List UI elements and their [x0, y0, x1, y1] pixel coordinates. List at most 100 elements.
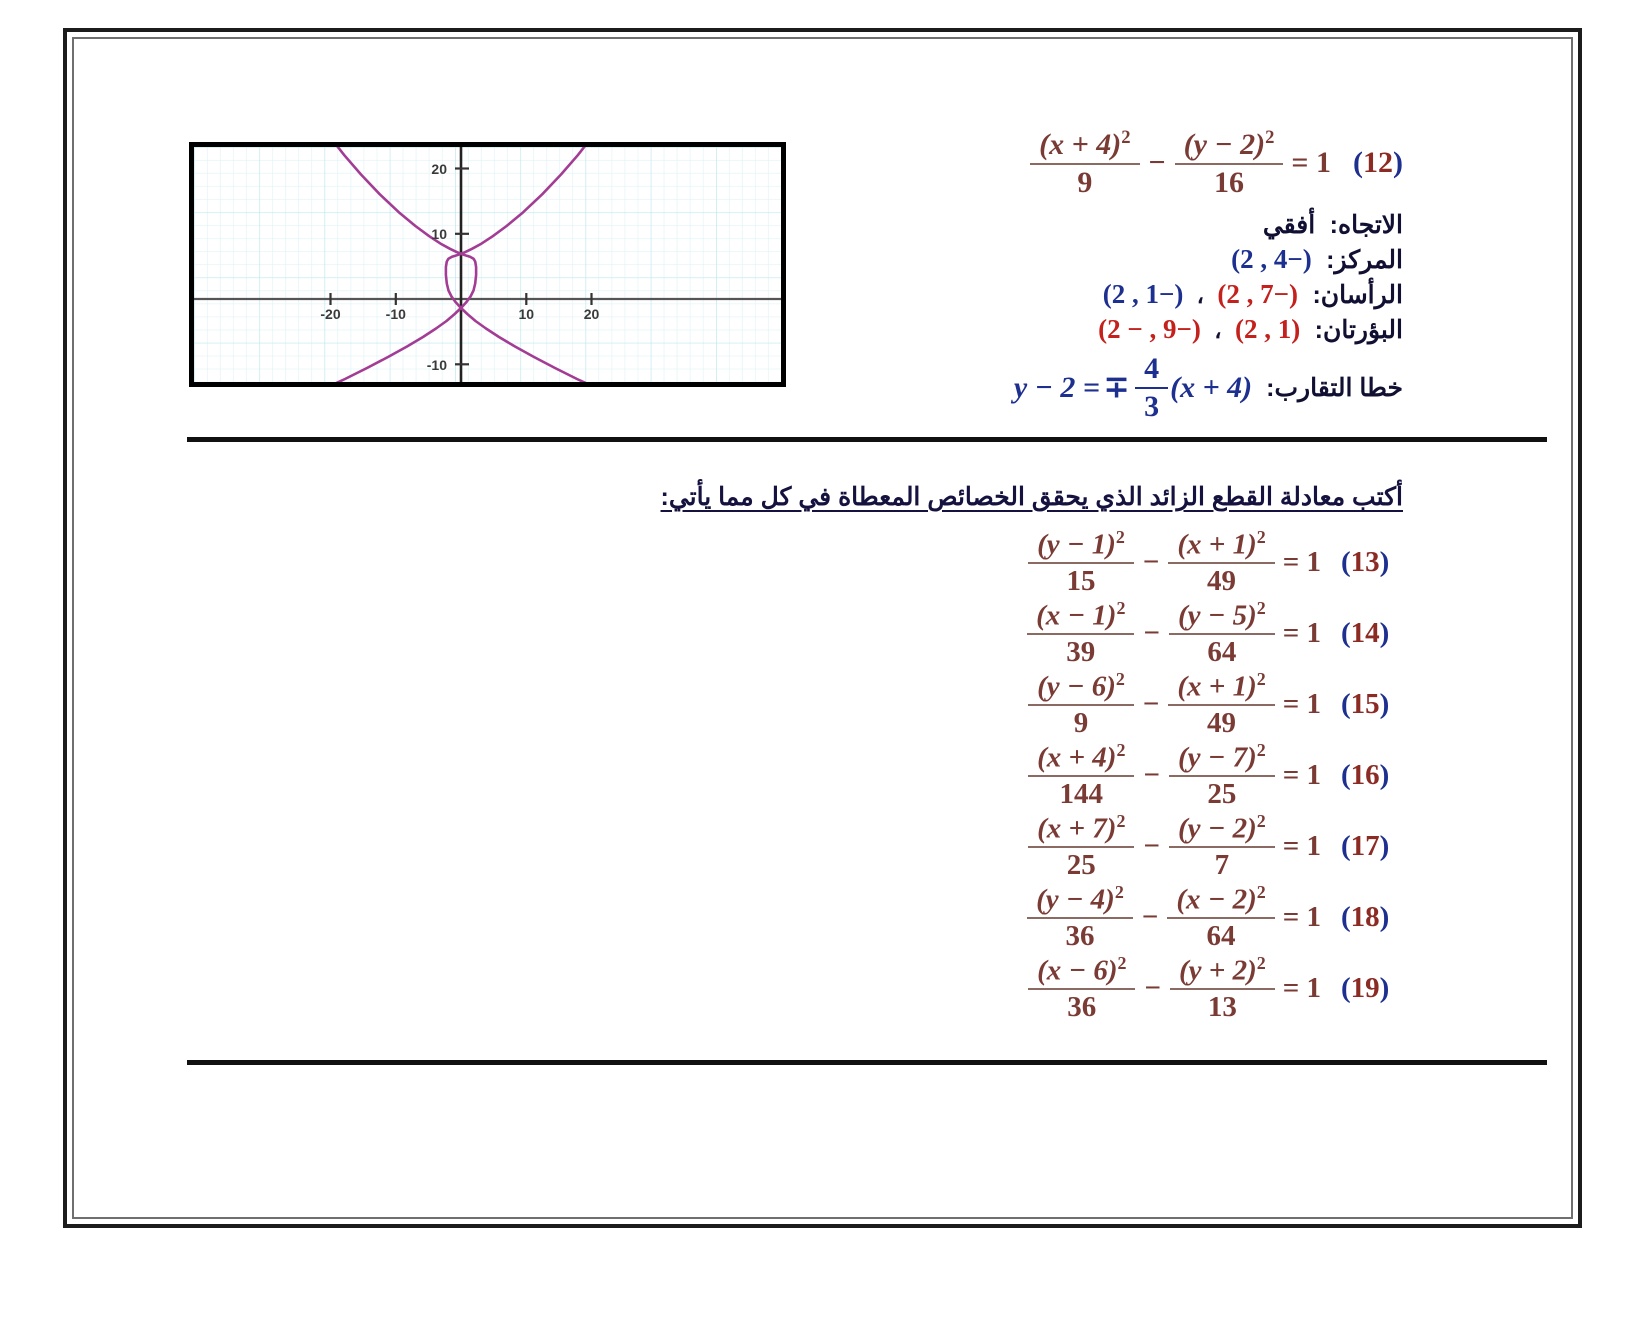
asymptotes-row: خطا التقارب: y − 2 = ∓ 4 3 (x + 4)	[763, 353, 1403, 422]
asymptote-equation: y − 2 = ∓ 4 3 (x + 4)	[1014, 353, 1266, 422]
exponent: 2	[1116, 811, 1126, 832]
equation-list: (y − 1)2 15− (x + 1)2 49 = 1 (13) (x − 1)2 39−(…	[843, 527, 1403, 1024]
graph-plot-area: -20 -10 10 20 20 10 -10	[194, 147, 781, 382]
fraction-2: (x − 2)2 64	[1167, 883, 1275, 953]
exponent: 2	[1256, 669, 1266, 690]
equation-row: (y − 1)2 15− (x + 1)2 49 = 1 (13)	[843, 527, 1403, 598]
fraction-1: (y − 4)2 36	[1027, 883, 1133, 952]
numerator-1: (x + 7)	[1037, 812, 1117, 845]
fraction-2: (x + 1)2 49	[1168, 527, 1275, 598]
y-tick-label: -10	[427, 357, 447, 373]
equation-13: (y − 1)2 15− (x + 1)2 49 = 1	[1026, 528, 1321, 597]
numerator-1: (y − 1)	[1037, 528, 1116, 561]
equals-one: = 1	[1291, 146, 1331, 179]
exponent: 2	[1116, 740, 1126, 761]
problem-12-answer-block: (x + 4)2 9 − (y − 2)2 16 = 1 (12) الاتجا…	[763, 128, 1403, 426]
denominator-2: 7	[1214, 849, 1230, 882]
numerator-1: (x + 4)	[1039, 128, 1122, 161]
denominator-2: 64	[1206, 920, 1236, 953]
exponent: 2	[1116, 598, 1126, 619]
numerator-2: (x − 2)	[1176, 883, 1257, 916]
minus-operator: −	[1143, 759, 1160, 791]
minus-operator: −	[1144, 972, 1162, 1004]
fraction-1: (x − 6)2 36	[1028, 953, 1136, 1023]
question-number-13: (13)	[1341, 546, 1390, 578]
equals-one: = 1	[1282, 546, 1321, 578]
denominator-2: 49	[1207, 565, 1237, 598]
equation-15: (y − 6)2 9− (x + 1)2 49 = 1	[1026, 670, 1321, 739]
equation-row: (x + 7)2 25− (y − 2)2 7 = 1 (17)	[843, 811, 1403, 882]
equals-one: = 1	[1282, 617, 1321, 649]
equation-12: (x + 4)2 9 − (y − 2)2 16 = 1	[1028, 128, 1331, 198]
instruction-text: أكتب معادلة القطع الزائد الذي يحقق الخصا…	[660, 483, 1403, 511]
x-tick-label: 10	[519, 306, 535, 322]
fraction-1: (x − 1)2 39	[1027, 598, 1135, 668]
graph-svg: -20 -10 10 20 20 10 -10	[194, 147, 781, 382]
equation-19: (x − 6)2 36− (y + 2)2 13 = 1	[1026, 954, 1321, 1023]
fraction-2: (y − 2)2 7	[1168, 812, 1275, 882]
minus-operator: −	[1142, 688, 1160, 720]
question-number-19: (19)	[1341, 972, 1390, 1004]
foci-row: البؤرتان: (1 , 2) ، (−9 , − 2)	[763, 314, 1403, 345]
equals-one: = 1	[1282, 688, 1321, 720]
fraction-1: (x + 4)2 144	[1028, 740, 1135, 810]
equation-row: (y − 6)2 9− (x + 1)2 49 = 1 (15)	[843, 669, 1403, 740]
fraction-2: (x + 1)2 49	[1168, 669, 1275, 739]
equals-one: = 1	[1282, 830, 1321, 862]
direction-row: الاتجاه: أفقي	[763, 210, 1403, 240]
exponent: 2	[1117, 953, 1127, 974]
equation-18: (y − 4)2 36− (x − 2)2 64 = 1	[1025, 883, 1321, 952]
asymptote-numerator: 4	[1135, 353, 1169, 389]
equation-14: (x − 1)2 39− (y − 5)2 64 = 1	[1025, 599, 1321, 668]
denominator-1: 15	[1066, 565, 1096, 598]
y-tick-label: 20	[431, 161, 447, 177]
page-frame: -20 -10 10 20 20 10 -10 (x + 4)2 9 − (y …	[63, 28, 1582, 1228]
fraction-2: (y − 7)2 25	[1168, 741, 1275, 810]
divider-top	[187, 437, 1547, 442]
center-value: (−4 , 2)	[1231, 244, 1312, 274]
hyperbola-left-branch	[335, 147, 478, 382]
equation-17: (x + 7)2 25− (y − 2)2 7 = 1	[1026, 812, 1321, 881]
minus-operator: −	[1143, 830, 1160, 862]
numerator-2: (y + 2)	[1179, 954, 1257, 987]
fraction-1: (x + 7)2 25	[1028, 811, 1135, 881]
minus-operator: −	[1143, 617, 1160, 649]
minus-operator: −	[1148, 146, 1166, 179]
exponent: 2	[1256, 527, 1266, 548]
minus-operator: −	[1142, 546, 1160, 578]
vertices-label: الرأسان:	[1312, 281, 1403, 309]
fraction-1: (y − 6)2 9	[1028, 670, 1134, 739]
numerator-2: (x + 1)	[1177, 670, 1257, 703]
numerator-1: (x − 6)	[1037, 954, 1118, 987]
question-number-14: (14)	[1341, 617, 1390, 649]
fraction-1: (x + 4)2 9	[1030, 128, 1140, 199]
exponent: 2	[1115, 527, 1125, 548]
asymptote-denominator: 3	[1144, 389, 1160, 423]
focus-b-value: (−9 , − 2)	[1098, 314, 1201, 344]
numerator-1: (y − 6)	[1037, 670, 1116, 703]
numerator-1: (x + 4)	[1037, 741, 1117, 774]
asymptote-lhs: y − 2 =	[1013, 370, 1100, 404]
question-number-16: (16)	[1341, 759, 1390, 791]
equation-row: (y − 4)2 36− (x − 2)2 64 = 1 (18)	[843, 882, 1403, 953]
denominator-2: 13	[1207, 991, 1237, 1024]
vertices-row: الرأسان: (−7 , 2) ، (−1 , 2)	[763, 279, 1403, 310]
numerator-1: (y − 4)	[1036, 883, 1115, 916]
y-tick-label: 10	[431, 226, 447, 242]
asymptote-plusminus: ∓	[1103, 371, 1130, 404]
direction-value: أفقي	[1262, 211, 1316, 239]
equals-one: = 1	[1282, 972, 1321, 1004]
numerator-2: (y − 2)	[1177, 812, 1257, 845]
fraction-2: (y + 2)2 13	[1170, 954, 1275, 1023]
focus-a-value: (1 , 2)	[1234, 314, 1301, 344]
exponent: 2	[1256, 598, 1266, 619]
x-tick-label: -20	[320, 306, 340, 322]
question-number-15: (15)	[1341, 688, 1390, 720]
vertex-a-value: (−7 , 2)	[1217, 279, 1298, 309]
equation-12-row: (x + 4)2 9 − (y − 2)2 16 = 1 (12)	[763, 128, 1403, 198]
denominator-1: 9	[1077, 165, 1093, 199]
exponent: 2	[1115, 669, 1125, 690]
fraction-2: (y − 5)2 64	[1168, 598, 1275, 668]
divider-bottom	[187, 1060, 1547, 1065]
vertex-b-value: (−1 , 2)	[1102, 279, 1184, 309]
